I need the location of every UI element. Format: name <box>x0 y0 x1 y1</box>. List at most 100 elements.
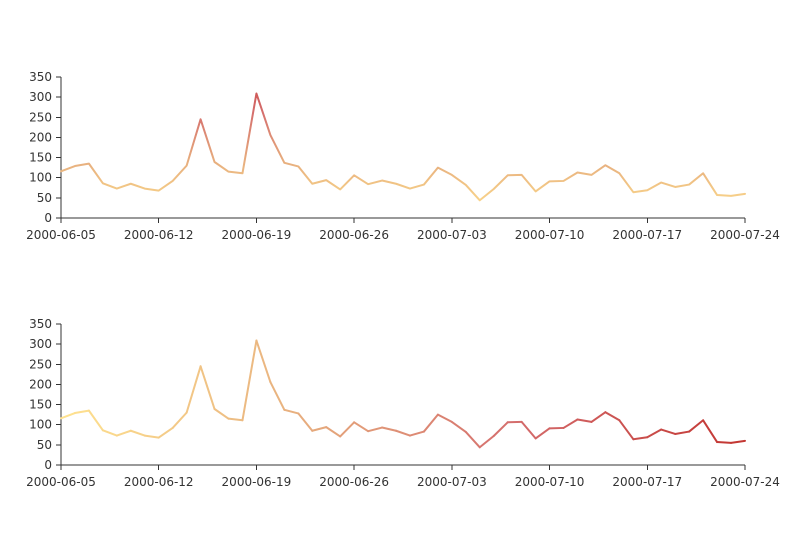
data-point <box>185 164 188 167</box>
data-point <box>87 409 90 412</box>
y-tick-label: 100 <box>29 418 52 432</box>
x-tick-label: 2000-07-10 <box>515 475 585 489</box>
data-point <box>716 441 719 444</box>
y-tick-label: 300 <box>29 337 52 351</box>
series-segment <box>674 430 691 435</box>
data-point <box>422 183 425 186</box>
x-tick-label: 2000-07-03 <box>417 228 487 242</box>
series-segment <box>367 426 384 433</box>
series-segment <box>408 430 425 437</box>
data-point <box>395 429 398 432</box>
series-segment <box>646 428 663 439</box>
data-point <box>101 182 104 185</box>
series-segment <box>492 421 509 437</box>
data-point <box>381 426 384 429</box>
data-point <box>171 426 174 429</box>
x-tick-label: 2000-06-26 <box>319 228 389 242</box>
series-segment <box>688 419 705 433</box>
data-point <box>325 179 328 182</box>
data-point <box>520 420 523 423</box>
y-tick-label: 50 <box>37 438 52 452</box>
data-point <box>115 434 118 437</box>
y-tick-label: 250 <box>29 357 52 371</box>
data-point <box>213 408 216 411</box>
data-point <box>143 187 146 190</box>
series-segment <box>395 429 411 437</box>
series-segment <box>87 409 104 432</box>
data-point <box>716 194 719 197</box>
y-tick-label: 300 <box>29 90 52 104</box>
series-segment <box>618 419 635 441</box>
data-point <box>464 430 467 433</box>
y-tick-label: 0 <box>44 458 52 472</box>
series-segment <box>339 421 356 438</box>
series-segment <box>576 418 593 423</box>
data-point <box>548 427 551 430</box>
y-tick-label: 350 <box>29 317 52 331</box>
data-point <box>129 429 132 432</box>
data-point <box>534 437 537 440</box>
data-point <box>436 413 439 416</box>
data-point <box>562 426 565 429</box>
data-point <box>618 172 621 175</box>
data-point <box>87 162 90 165</box>
series-segment <box>450 420 467 433</box>
series-segment <box>157 426 174 439</box>
series-polyline <box>60 92 746 202</box>
y-tick-label: 0 <box>44 211 52 225</box>
data-point <box>73 412 76 415</box>
data-point <box>604 164 607 167</box>
data-point <box>269 381 272 384</box>
data-point <box>562 179 565 182</box>
series-segment <box>716 441 733 444</box>
data-point <box>213 161 216 164</box>
data-point <box>464 183 467 186</box>
series-segment <box>101 429 118 437</box>
chart-panel-2: 0 50 100 150 200 250 300 350 2000-06-05 2000-06-1… <box>26 317 780 489</box>
x-tick-label: 2000-06-19 <box>222 475 292 489</box>
series-segment <box>353 421 370 433</box>
data-point <box>646 436 649 439</box>
y-tick-label: 100 <box>29 171 52 185</box>
x-tick-label: 2000-07-10 <box>515 228 585 242</box>
data-point <box>381 179 384 182</box>
data-point <box>506 174 509 177</box>
series-segment <box>311 426 328 432</box>
x-tick-label: 2000-06-26 <box>319 475 389 489</box>
x-tick-label: 2000-07-03 <box>417 475 487 489</box>
data-point <box>255 339 258 342</box>
data-point <box>297 412 300 415</box>
series-segment <box>185 365 202 414</box>
x-tick-label: 2000-07-24 <box>710 475 780 489</box>
series-segment <box>325 426 342 438</box>
data-point <box>702 419 705 422</box>
series-segment <box>73 409 90 415</box>
data-point <box>353 421 356 424</box>
data-point <box>660 181 663 184</box>
data-point <box>618 419 621 422</box>
data-point <box>157 189 160 192</box>
series-segment <box>381 426 398 432</box>
data-point <box>339 188 342 191</box>
data-point <box>450 173 453 176</box>
y-tick-label: 50 <box>37 191 52 205</box>
data-point <box>143 434 146 437</box>
series-segment <box>60 412 76 420</box>
data-point <box>674 432 677 435</box>
data-point <box>506 421 509 424</box>
data-point <box>702 172 705 175</box>
data-point <box>576 418 579 421</box>
data-point <box>297 165 300 168</box>
data-point <box>632 191 635 194</box>
data-point <box>60 170 63 173</box>
data-point <box>73 165 76 168</box>
series-segment <box>436 413 453 423</box>
data-point <box>171 179 174 182</box>
data-point <box>408 187 411 190</box>
data-point <box>730 441 733 444</box>
data-point <box>646 189 649 192</box>
x-tick-label: 2000-06-19 <box>222 228 292 242</box>
series-segment <box>632 436 649 441</box>
data-point <box>325 426 328 429</box>
